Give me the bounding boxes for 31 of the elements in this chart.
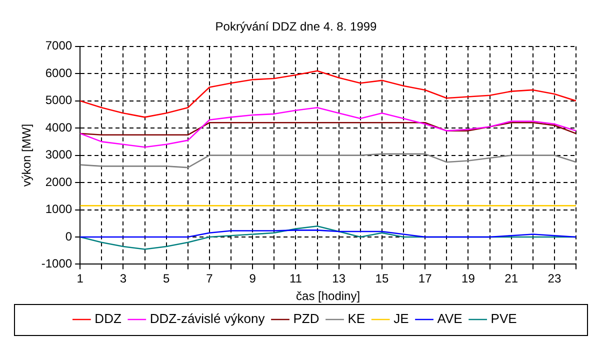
x-tick-label: 1 — [76, 272, 84, 286]
x-tick-label: 3 — [120, 272, 127, 286]
y-axis-title: výkon [MW] — [20, 124, 34, 187]
chart-title: Pokrývání DDZ dne 4. 8. 1999 — [215, 20, 378, 34]
y-tick-label: 3000 — [45, 148, 72, 162]
y-tick-label: 7000 — [45, 38, 72, 53]
legend-label: PZD — [293, 311, 320, 326]
x-tick-label: 19 — [462, 272, 476, 286]
legend-label: DDZ-závislé výkony — [150, 311, 266, 326]
y-tick-label: 2000 — [45, 174, 72, 189]
legend-label: DDZ — [94, 311, 122, 326]
y-tick-label: 4000 — [45, 120, 72, 134]
y-tick-label: 6000 — [45, 66, 72, 80]
x-tick-label: 7 — [206, 272, 214, 286]
legend-label: PVE — [490, 311, 518, 326]
legend-label: KE — [348, 311, 366, 326]
x-tick-label: 11 — [289, 272, 302, 286]
x-tick-label: 17 — [418, 272, 432, 286]
x-tick-label: 9 — [249, 272, 256, 286]
y-tick-label: -1000 — [41, 256, 72, 271]
x-tick-label: 5 — [162, 272, 170, 286]
x-axis-title: čas [hodiny] — [296, 289, 360, 304]
y-tick-label: 1000 — [45, 202, 72, 216]
legend-label: AVE — [437, 311, 463, 326]
y-tick-label: 0 — [65, 229, 72, 244]
legend-label: JE — [394, 311, 410, 326]
x-tick-label: 15 — [375, 272, 389, 286]
y-tick-label: 5000 — [45, 93, 72, 108]
x-tick-label: 23 — [548, 272, 562, 286]
x-tick-label: 21 — [504, 272, 518, 286]
x-tick-label: 13 — [332, 272, 346, 286]
